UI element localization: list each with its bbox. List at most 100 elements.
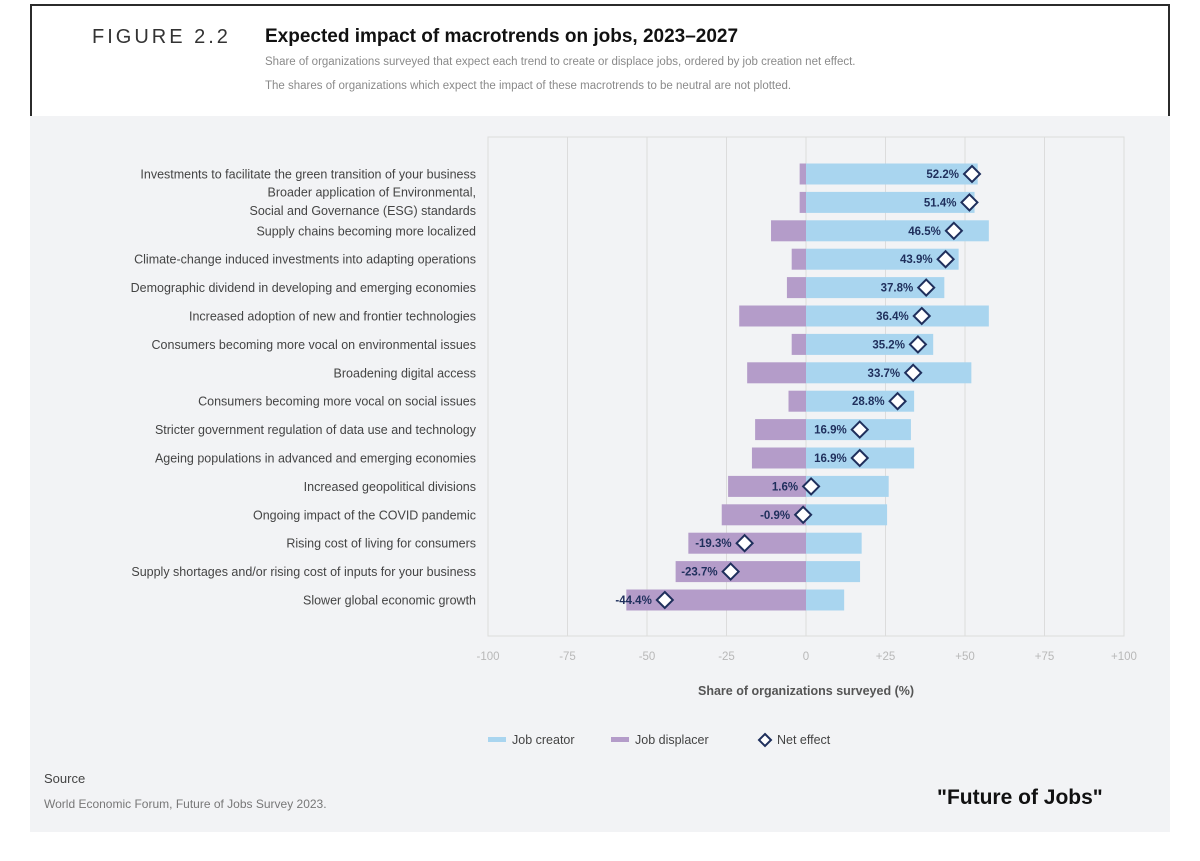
net-effect-label: 16.9% <box>814 453 847 465</box>
net-effect-label: 43.9% <box>900 254 933 266</box>
creator-bar <box>806 333 934 355</box>
category-label: Broadening digital access <box>334 366 476 380</box>
displacer-bar <box>791 333 806 355</box>
net-effect-marker <box>960 192 979 212</box>
category-label: Climate-change induced investments into … <box>134 253 476 267</box>
figure-subtitle-2: The shares of organizations which expect… <box>265 80 792 92</box>
source-text: World Economic Forum, Future of Jobs Sur… <box>44 797 327 811</box>
creator-bar <box>806 277 945 299</box>
net-effect-marker <box>912 306 932 326</box>
net-effect-label: 36.4% <box>876 311 909 323</box>
creator-bar <box>806 475 889 497</box>
category-label: Rising cost of living for consumers <box>286 537 476 551</box>
net-effect-marker <box>916 278 936 298</box>
x-tick-label: -25 <box>718 651 735 663</box>
creator-bar <box>806 532 862 554</box>
displacer-bar <box>721 504 806 526</box>
net-effect-label: -23.7% <box>681 567 717 579</box>
net-effect-label: 51.4% <box>924 197 957 209</box>
net-effect-label: 1.6% <box>772 481 798 493</box>
creator-bar <box>806 504 888 526</box>
figure-label: FIGURE 2.2 <box>92 26 231 48</box>
creator-bar <box>806 390 915 412</box>
legend-displacer-label: Job displacer <box>635 733 709 747</box>
figure-title: Expected impact of macrotrends on jobs, … <box>265 26 739 47</box>
net-effect-label: 46.5% <box>908 226 941 238</box>
category-label: Ageing populations in advanced and emerg… <box>155 452 476 466</box>
x-tick-label: 0 <box>803 651 809 663</box>
x-tick-label: +75 <box>1035 651 1055 663</box>
creator-bar <box>806 248 959 270</box>
net-effect-label: 16.9% <box>814 425 847 437</box>
category-label: Increased adoption of new and frontier t… <box>189 310 476 324</box>
legend-net-label: Net effect <box>777 733 831 747</box>
net-effect-label: 37.8% <box>881 283 914 295</box>
creator-bar <box>806 191 975 213</box>
net-effect-marker <box>721 562 741 582</box>
x-tick-label: +100 <box>1111 651 1137 663</box>
x-axis-title: Share of organizations surveyed (%) <box>698 684 914 698</box>
legend-creator-swatch <box>488 737 506 742</box>
net-effect-label: 33.7% <box>868 368 901 380</box>
net-effect-marker <box>888 391 907 411</box>
category-label: Ongoing impact of the COVID pandemic <box>253 508 476 522</box>
category-label: Supply chains becoming more localized <box>256 224 476 238</box>
displacer-bar <box>791 248 806 270</box>
watermark-text: "Future of Jobs" <box>937 786 1103 809</box>
creator-bar <box>806 589 845 611</box>
net-effect-label: 35.2% <box>872 339 905 351</box>
creator-bar <box>806 305 989 327</box>
net-effect-marker <box>903 363 923 383</box>
net-effect-marker <box>801 476 821 496</box>
net-effect-marker <box>850 420 870 440</box>
displacer-bar <box>799 163 806 185</box>
net-effect-marker <box>735 533 755 553</box>
displacer-bar <box>739 305 806 327</box>
legend-creator-label: Job creator <box>512 733 575 747</box>
category-label: Demographic dividend in developing and e… <box>131 281 476 295</box>
net-effect-marker <box>850 448 870 468</box>
displacer-bar <box>747 362 806 384</box>
displacer-bar <box>755 419 806 441</box>
x-tick-label: -75 <box>559 651 576 663</box>
displacer-bar <box>675 561 806 583</box>
displacer-bar <box>786 277 806 299</box>
legend-net-marker <box>757 732 773 748</box>
creator-bar <box>806 362 972 384</box>
net-effect-marker <box>944 221 964 241</box>
x-tick-label: -50 <box>639 651 656 663</box>
displacer-bar <box>751 447 806 469</box>
net-effect-label: -44.4% <box>615 595 651 607</box>
x-tick-label: -100 <box>476 651 499 663</box>
net-effect-label: -19.3% <box>695 538 731 550</box>
legend-displacer-swatch <box>611 737 629 742</box>
category-label: Consumers becoming more vocal on social … <box>198 395 476 409</box>
net-effect-label: -0.9% <box>760 510 790 522</box>
displacer-bar <box>626 589 806 611</box>
category-label: Consumers becoming more vocal on environ… <box>152 338 476 352</box>
net-effect-marker <box>793 505 813 525</box>
displacer-bar <box>728 475 806 497</box>
figure-subtitle-1: Share of organizations surveyed that exp… <box>265 56 856 68</box>
net-effect-marker <box>908 334 928 354</box>
creator-bar <box>806 220 989 242</box>
displacer-bar <box>788 390 806 412</box>
net-effect-label: 28.8% <box>852 396 885 408</box>
x-tick-label: +25 <box>876 651 896 663</box>
creator-bar <box>806 163 978 185</box>
net-effect-label: 52.2% <box>926 169 959 181</box>
category-label: Investments to facilitate the green tran… <box>140 168 476 182</box>
displacer-bar <box>799 191 806 213</box>
x-tick-label: +50 <box>955 651 975 663</box>
source-heading: Source <box>44 771 86 786</box>
net-effect-marker <box>936 249 956 269</box>
net-effect-marker <box>655 590 675 610</box>
category-label: Slower global economic growth <box>303 594 476 608</box>
displacer-bar <box>771 220 806 242</box>
net-effect-marker <box>962 164 982 184</box>
category-label: Social and Governance (ESG) standards <box>249 204 476 218</box>
category-label: Stricter government regulation of data u… <box>155 423 477 437</box>
category-label: Broader application of Environmental, <box>268 185 476 199</box>
creator-bar <box>806 561 861 583</box>
